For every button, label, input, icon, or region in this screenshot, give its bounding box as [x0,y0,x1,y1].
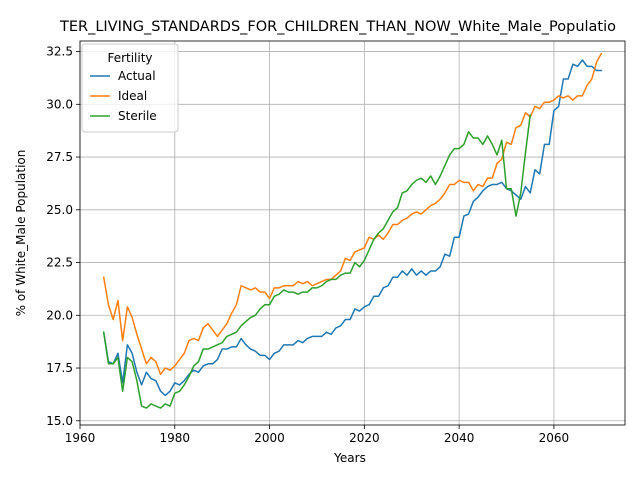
x-tick-label: 2020 [349,431,380,445]
chart-title: TER_LIVING_STANDARDS_FOR_CHILDREN_THAN_N… [59,19,616,35]
x-tick-label: 2040 [444,431,475,445]
y-tick-label: 27.5 [46,150,73,164]
x-tick-label: 1960 [65,431,96,445]
y-tick-label: 32.5 [46,45,73,59]
legend-title: Fertility [107,51,152,65]
y-tick-label: 15.0 [46,414,73,428]
x-tick-label: 2000 [254,431,285,445]
y-tick-label: 17.5 [46,361,73,375]
y-tick-label: 30.0 [46,97,73,111]
legend: Fertility Actual Ideal Sterile [82,44,178,132]
y-tick-label: 22.5 [46,256,73,270]
x-tick-label: 2060 [539,431,570,445]
legend-label-actual: Actual [118,69,156,83]
legend-label-ideal: Ideal [118,89,147,103]
legend-label-sterile: Sterile [118,109,157,123]
x-tick-label: 1980 [160,431,191,445]
x-axis: 1960 1980 2000 2020 2040 2060 [65,425,569,445]
y-axis: 15.0 17.5 20.0 22.5 25.0 27.5 30.0 32.5 [46,45,80,428]
y-tick-label: 20.0 [46,308,73,322]
x-axis-label: Years [333,451,366,465]
y-axis-label: % of White_Male Population [14,150,28,317]
y-tick-label: 25.0 [46,203,73,217]
series-line-sterile [104,115,531,408]
